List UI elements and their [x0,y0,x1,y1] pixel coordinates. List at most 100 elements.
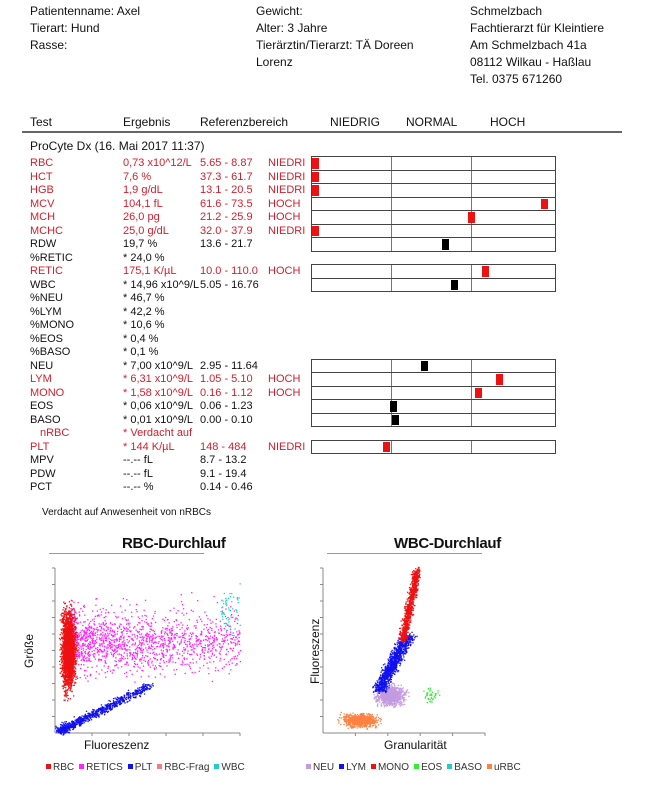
scatter-point [67,688,69,690]
scatter-point [109,645,111,647]
scatter-point [69,642,71,645]
scatter-point [75,654,77,656]
scatter-point [86,640,88,642]
scatter-point [99,708,101,710]
scatter-point [77,601,79,604]
result-test: NEU [30,359,54,372]
scatter-point [204,649,206,651]
range-divider [471,184,472,197]
legend-item: PLT [127,762,152,773]
scatter-point [63,681,65,683]
scatter-point [105,708,107,711]
scatter-point [218,646,221,648]
scatter-point [222,643,224,645]
scatter-point [125,698,127,700]
scatter-point [113,623,116,625]
result-result: * 24,0 % [123,251,165,264]
scatter-point [160,639,162,641]
scatter-point [102,607,104,610]
scatter-point [112,669,114,671]
scatter-point [231,638,233,640]
range-bar [311,413,556,427]
scatter-point [185,633,187,635]
scatter-point [64,644,66,647]
scatter-point [233,658,235,660]
scatter-point [134,689,136,692]
scatter-point [114,665,116,667]
scatter-point [215,623,217,625]
scatter-point [84,639,86,641]
scatter-point [71,657,74,659]
scatter-point [63,671,66,673]
scatter-point [107,710,110,712]
scatter-point [64,666,66,668]
scatter-point [124,672,126,675]
scatter-point [221,607,223,609]
scatter-point [68,656,71,658]
scatter-point [147,687,149,689]
scatter-point [66,643,68,645]
scatter-point [94,643,96,645]
scatter-point [91,638,94,640]
scatter-point [200,634,203,636]
scatter-point [60,671,63,673]
range-divider [391,413,392,426]
scatter-point [129,699,131,701]
scatter-point [116,627,119,629]
scatter-point [64,611,66,613]
scatter-point [78,654,81,656]
scatter-point [164,631,166,633]
scatter-point [123,645,125,648]
scatter-point [152,634,154,636]
scatter-point [72,660,74,662]
scatter-point [60,659,62,661]
scatter-point [62,646,64,648]
scatter-point [76,656,78,658]
range-bar [311,439,556,454]
scatter-point [139,689,141,692]
scatter-point [64,671,66,673]
result-flag: NIEDRI [268,224,306,237]
scatter-point [105,626,108,628]
scatter-point [97,647,99,649]
scatter-point [136,624,139,626]
scatter-point [142,637,145,639]
scatter-point [64,721,66,723]
scatter-point [73,672,75,674]
scatter-point [169,632,171,634]
scatter-point [62,658,64,660]
scatter-point [105,705,107,707]
scatter-point [66,612,68,614]
scatter-point [71,614,73,616]
scatter-point [149,652,152,654]
scatter-point [186,627,188,629]
scatter-point [60,731,63,733]
scatter-point [62,670,64,672]
scatter-point [228,673,230,675]
scatter-point [122,626,125,628]
scatter-point [122,655,125,658]
scatter-point [219,653,221,655]
scatter-point [209,650,212,652]
scatter-point [154,665,157,667]
scatter-point [165,649,167,651]
scatter-point [154,657,157,660]
scatter-point [196,621,199,623]
scatter-point [74,649,76,651]
scatter-point [181,627,183,629]
scatter-point [64,690,66,692]
scatter-point [238,630,240,632]
scatter-point [99,658,101,660]
scatter-point [89,630,91,632]
scatter-point [85,710,88,712]
scatter-point [171,655,173,657]
scatter-point [63,621,65,623]
scatter-point [71,654,73,656]
result-row-mch: MCH 26,0 pg 21.2 - 25.9 HOCH [0,211,651,225]
scatter-point [70,608,72,610]
scatter-point [204,611,206,613]
scatter-point [137,692,140,695]
scatter-point [98,660,100,662]
scatter-point [75,634,77,636]
scatter-point [55,725,57,727]
